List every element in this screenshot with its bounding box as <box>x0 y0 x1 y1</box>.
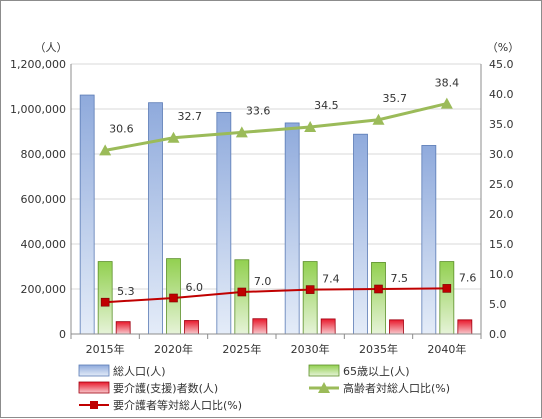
care-ratio-marker <box>374 284 383 294</box>
elderly-ratio-marker <box>440 97 453 109</box>
x-axis-category-label: 2025年 <box>222 342 261 356</box>
bar-aged-65-plus <box>97 261 113 335</box>
care-ratio-marker <box>305 285 315 294</box>
left-axis-tick-label: 200,000 <box>21 283 67 296</box>
care-ratio-label: 7.5 <box>391 272 409 285</box>
elderly-ratio-marker <box>99 144 112 156</box>
legend-aged-65-plus: 65歳以上(人) <box>308 364 410 378</box>
legend-label: 要介護者等対総人口比(%) <box>113 398 242 412</box>
elderly-ratio-marker <box>304 121 317 132</box>
data-labels: 30.6 32.7 33.6 34.5 35.7 38.4 5.3 6.0 7.0 7.4 7.5 7… <box>109 77 476 299</box>
bar-total-population <box>421 145 437 335</box>
bars <box>79 94 473 335</box>
right-axis-tick-label: 0.0 <box>489 328 507 341</box>
right-axis-tick-label: 10.0 <box>489 268 514 281</box>
bar-total-population <box>284 122 300 335</box>
elderly-ratio-marker <box>372 113 385 125</box>
left-axis-tick-label: 600,000 <box>21 193 67 206</box>
right-axis-tick-label: 25.0 <box>489 178 514 191</box>
axes: 0 200,000 400,000 600,000 800,000 1,000,000 1,… <box>10 41 519 356</box>
x-axis-category-label: 2020年 <box>154 342 193 356</box>
bar-total-population <box>353 133 368 335</box>
elderly-ratio-line <box>104 102 448 152</box>
care-ratio-marker <box>237 287 247 297</box>
right-axis-tick-label: 40.0 <box>489 88 514 101</box>
care-ratio-marker <box>100 297 110 307</box>
right-axis-tick-label: 15.0 <box>489 238 514 251</box>
elderly-ratio-label: 35.7 <box>383 92 408 105</box>
elderly-ratio-marker <box>167 131 180 143</box>
x-axis-category-label: 2030年 <box>291 342 330 356</box>
right-axis-tick-label: 20.0 <box>489 208 514 221</box>
legend-swatch <box>308 364 340 377</box>
legend-swatch <box>78 364 110 377</box>
legend-label: 総人口(人) <box>113 364 166 378</box>
legend: 総人口(人) 65歳以上(人) 要介護(支援)者数(人) 高齢者対総人口比(%) 要介護… <box>78 364 450 412</box>
legend-swatch <box>78 381 110 394</box>
left-axis-tick-label: 0 <box>59 328 66 341</box>
bar-total-population <box>79 94 95 335</box>
legend-label: 65歳以上(人) <box>343 365 410 378</box>
left-axis-unit: （人） <box>35 41 68 54</box>
elderly-ratio-label: 38.4 <box>435 77 460 90</box>
left-axis-tick-label: 1,200,000 <box>10 58 66 71</box>
care-ratio-label: 7.4 <box>322 273 340 286</box>
elderly-ratio-label: 34.5 <box>314 99 339 112</box>
x-axis-category-label: 2040年 <box>427 342 466 356</box>
left-axis-tick-label: 800,000 <box>21 148 67 161</box>
x-axis-category-label: 2035年 <box>359 342 398 356</box>
bar-aged-65-plus <box>371 262 386 335</box>
legend-total-population: 総人口(人) <box>78 364 166 378</box>
bar-total-population <box>216 111 232 335</box>
legend-marker <box>318 382 330 393</box>
care-ratio-marker <box>442 284 452 293</box>
legend-label: 高齢者対総人口比(%) <box>343 381 450 395</box>
right-axis-tick-label: 30.0 <box>489 148 514 161</box>
right-axis-tick-label: 5.0 <box>489 298 507 311</box>
right-axis-tick-label: 35.0 <box>489 118 514 131</box>
care-ratio-label: 7.0 <box>254 275 271 288</box>
bar-care-recipients <box>457 319 473 335</box>
care-ratio-label: 5.3 <box>117 285 134 298</box>
lines <box>99 97 453 307</box>
x-axis-category-label: 2015年 <box>86 342 125 356</box>
elderly-ratio-label: 30.6 <box>109 122 133 135</box>
legend-label: 要介護(支援)者数(人) <box>113 381 218 395</box>
right-axis-unit: （%） <box>487 41 519 54</box>
legend-care-recipients: 要介護(支援)者数(人) <box>78 381 218 395</box>
legend-marker <box>90 401 98 409</box>
care-ratio-label: 6.0 <box>186 281 204 294</box>
right-axis-tick-label: 45.0 <box>489 58 514 71</box>
bar-aged-65-plus <box>302 261 318 335</box>
elderly-ratio-label: 32.7 <box>178 110 203 123</box>
care-ratio-label: 7.6 <box>459 271 477 284</box>
legend-care-ratio: 要介護者等対総人口比(%) <box>79 398 242 412</box>
elderly-ratio-label: 33.6 <box>246 104 270 117</box>
bar-care-recipients <box>389 319 404 335</box>
left-axis-tick-label: 400,000 <box>21 238 67 251</box>
care-ratio-line <box>105 287 447 304</box>
legend-elderly-ratio: 高齢者対総人口比(%) <box>309 381 450 395</box>
bar-aged-65-plus <box>439 261 455 335</box>
bar-aged-65-plus <box>234 259 250 335</box>
bar-care-recipients <box>184 320 199 335</box>
bar-care-recipients <box>115 321 131 335</box>
gridlines <box>71 63 481 335</box>
bar-care-recipients <box>320 318 336 335</box>
elderly-ratio-marker <box>235 126 248 138</box>
left-axis-tick-label: 1,000,000 <box>10 103 66 116</box>
bar-care-recipients <box>252 318 268 335</box>
care-ratio-marker <box>169 293 178 303</box>
